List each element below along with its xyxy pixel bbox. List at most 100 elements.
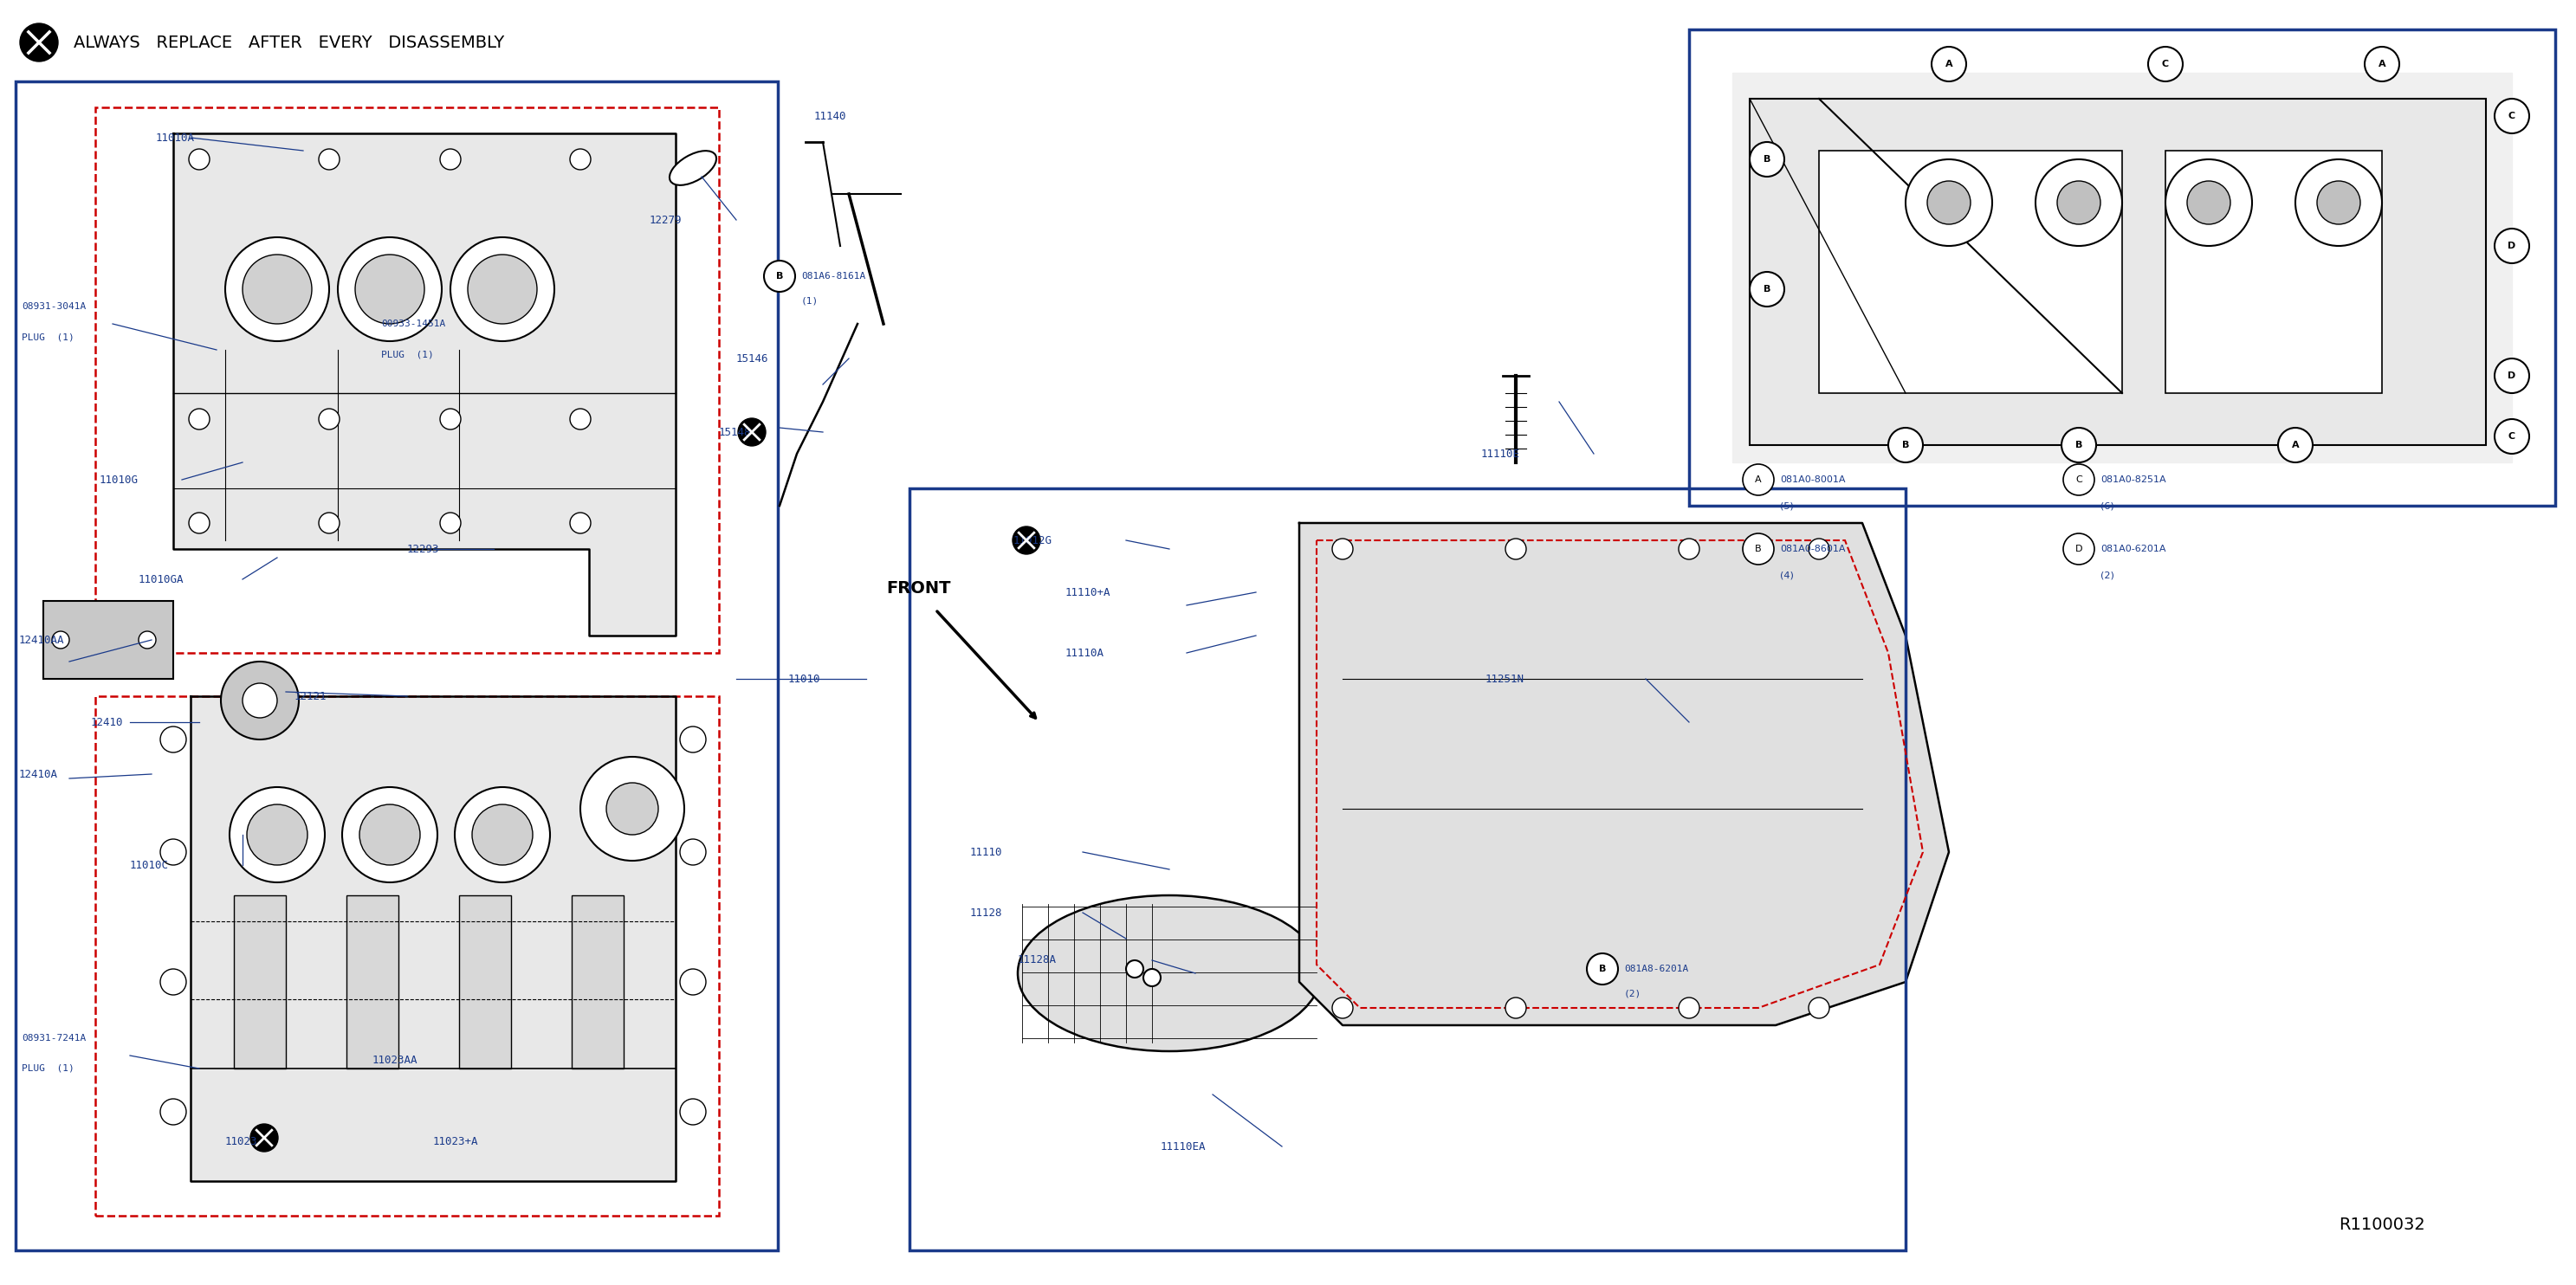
Circle shape [242,254,312,324]
Circle shape [355,254,425,324]
Text: A: A [2378,59,2385,68]
Text: B: B [1600,965,1605,973]
Text: 11010GA: 11010GA [139,573,183,585]
Text: A: A [1945,59,1953,68]
Circle shape [471,804,533,865]
Text: 081A6-8161A: 081A6-8161A [801,272,866,280]
Circle shape [1332,997,1352,1018]
Text: D: D [2509,371,2517,380]
Text: 11010C: 11010C [129,860,170,871]
Circle shape [569,513,590,533]
Circle shape [680,1099,706,1124]
Text: 11023+A: 11023+A [433,1136,479,1148]
Text: 081A0-8601A: 081A0-8601A [1780,545,1844,554]
Circle shape [2494,99,2530,134]
Circle shape [229,788,325,883]
Polygon shape [191,696,675,1181]
Text: (4): (4) [1780,571,1793,580]
Text: 12410A: 12410A [18,768,59,780]
Text: B: B [1765,155,1770,163]
Text: 15146: 15146 [737,353,768,364]
Text: 08931-7241A: 08931-7241A [21,1034,85,1042]
Text: 08931-3041A: 08931-3041A [21,302,85,311]
Text: (5): (5) [1780,501,1793,510]
Bar [234,896,286,1069]
Text: C: C [2509,112,2514,121]
Circle shape [680,839,706,865]
Bar [572,896,623,1069]
Circle shape [2365,46,2398,81]
Circle shape [2494,359,2530,393]
Circle shape [680,969,706,995]
Bar [95,108,719,653]
Circle shape [139,631,157,649]
Circle shape [1680,997,1700,1018]
Polygon shape [1731,73,2512,463]
Circle shape [1332,538,1352,559]
Text: 11128A: 11128A [1018,955,1056,966]
Circle shape [1808,538,1829,559]
Circle shape [1888,428,1922,463]
Bar [2166,150,2383,393]
Polygon shape [173,134,675,636]
Circle shape [2187,181,2231,225]
Text: 11140: 11140 [814,111,848,122]
Circle shape [1808,997,1829,1018]
Circle shape [224,238,330,341]
Circle shape [2295,159,2383,245]
Circle shape [1744,464,1775,495]
Text: C: C [2509,432,2514,441]
Text: 11110+A: 11110+A [1066,587,1110,598]
Circle shape [451,238,554,341]
Text: 12279: 12279 [649,215,683,226]
Text: 081A8-6201A: 081A8-6201A [1623,965,1687,973]
Circle shape [1744,533,1775,564]
Text: R1100032: R1100032 [2339,1216,2424,1232]
Circle shape [2316,181,2360,225]
Circle shape [1587,953,1618,984]
Bar [44,601,173,678]
Ellipse shape [1018,896,1321,1051]
Circle shape [247,804,307,865]
Circle shape [222,662,299,739]
Text: 081A0-8251A: 081A0-8251A [2099,475,2166,484]
Circle shape [440,409,461,429]
Circle shape [343,788,438,883]
Text: 12410: 12410 [90,717,124,727]
Text: A: A [2293,441,2300,450]
Text: (6): (6) [2099,501,2115,510]
Bar [1690,30,2555,506]
Circle shape [1906,159,1991,245]
Text: C: C [2161,59,2169,68]
Circle shape [1504,538,1525,559]
Text: 11010: 11010 [788,673,822,685]
Circle shape [2148,46,2182,81]
Text: B: B [1901,441,1909,450]
Circle shape [1749,143,1785,176]
Circle shape [2063,464,2094,495]
Circle shape [569,149,590,170]
Text: B: B [1765,285,1770,293]
Circle shape [1012,527,1041,554]
Text: A: A [1754,475,1762,484]
Circle shape [1504,997,1525,1018]
Circle shape [188,513,209,533]
Text: 11110E: 11110E [1481,448,1520,459]
Bar [15,81,778,1250]
Circle shape [188,409,209,429]
Text: 081A0-8001A: 081A0-8001A [1780,475,1844,484]
Circle shape [160,969,185,995]
Circle shape [160,839,185,865]
Bar [95,696,719,1216]
Circle shape [1126,960,1144,978]
Circle shape [242,684,278,718]
Circle shape [2061,428,2097,463]
Text: 11023AA: 11023AA [374,1054,417,1065]
Text: FRONT: FRONT [886,580,951,596]
Text: 12121: 12121 [294,690,327,702]
Text: 081A0-6201A: 081A0-6201A [2099,545,2166,554]
Bar [1819,150,2123,393]
Circle shape [21,23,59,62]
Circle shape [319,149,340,170]
Circle shape [1749,272,1785,307]
